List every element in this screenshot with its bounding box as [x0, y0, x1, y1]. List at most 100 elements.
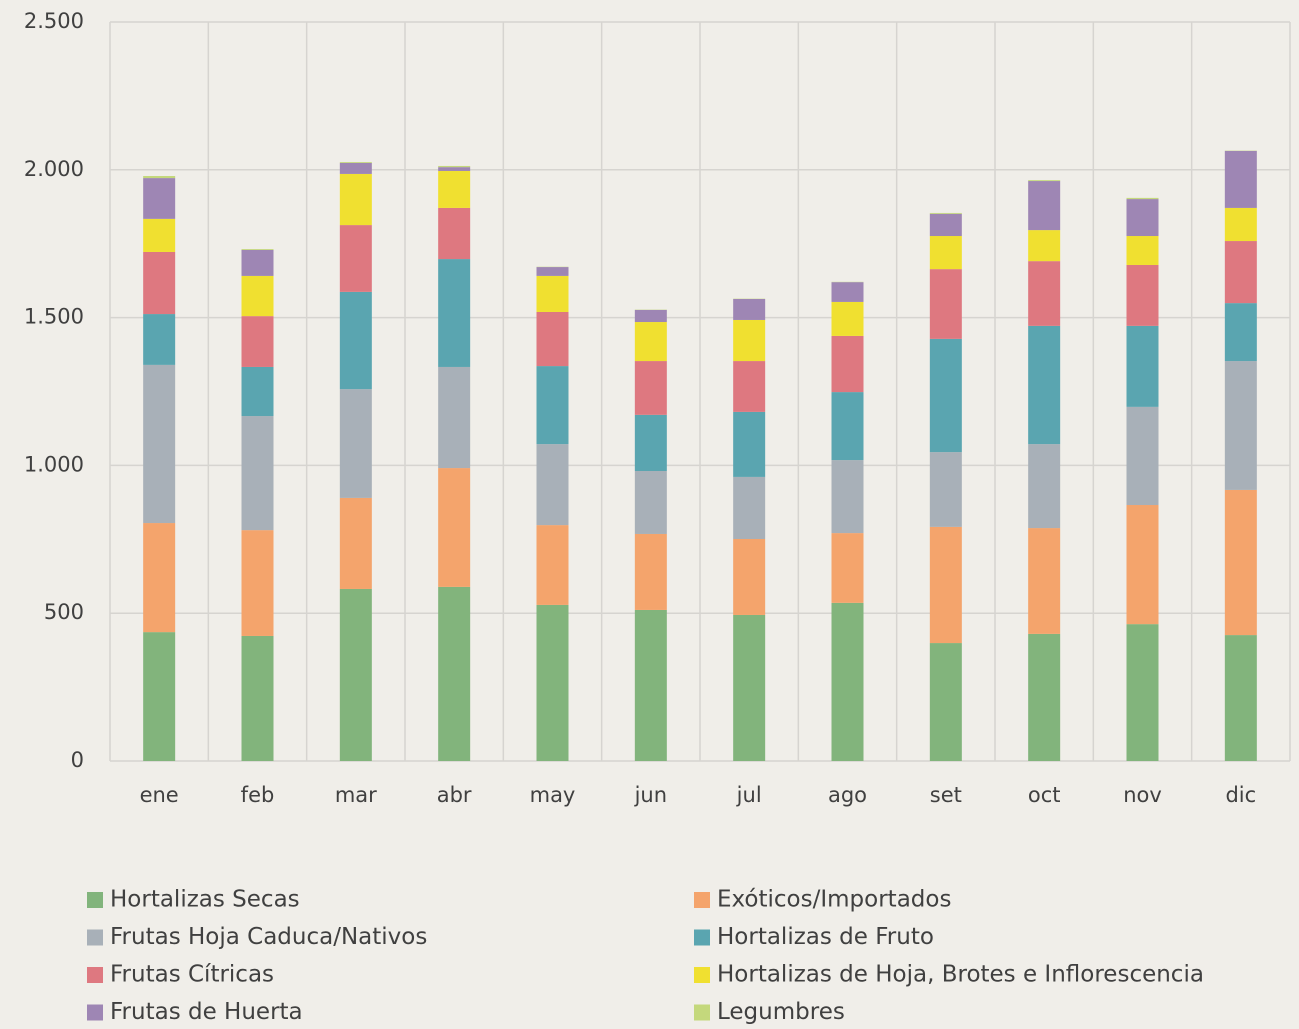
bar-segment	[1224, 303, 1257, 362]
bar-segment	[733, 539, 766, 615]
bar-segment	[1126, 406, 1159, 506]
bar-segment	[438, 366, 471, 469]
bar-segment	[241, 249, 274, 276]
y-tick-label: 1.000	[24, 452, 84, 476]
y-tick-label: 1.500	[24, 305, 84, 329]
bar-segment	[831, 392, 864, 461]
bar-segment	[143, 632, 176, 761]
y-tick-label: 2.000	[24, 157, 84, 181]
bar-segment	[438, 170, 471, 208]
bar-segment	[831, 460, 864, 534]
legend-swatch	[694, 967, 710, 983]
bar-segment	[733, 411, 766, 477]
y-tick-label: 500	[44, 600, 84, 624]
bar-segment	[438, 586, 471, 761]
bar-segment	[143, 314, 176, 365]
bar-segment	[1028, 528, 1061, 634]
bar-segment	[1028, 444, 1061, 529]
bar-segment	[143, 178, 176, 219]
bar-segment	[241, 316, 274, 367]
bar-segment	[733, 298, 766, 320]
bar-segment	[634, 533, 667, 610]
bar-segment	[831, 282, 864, 302]
bar-segment	[634, 414, 667, 472]
bar-segment	[929, 212, 962, 214]
legend-label: Frutas de Huerta	[110, 999, 303, 1025]
bar-segment	[438, 468, 471, 587]
bar-segment	[143, 251, 176, 315]
bar-segment	[733, 476, 766, 540]
x-tick-label: ene	[140, 783, 179, 807]
bar-segment	[634, 609, 667, 761]
bar-segment	[1224, 241, 1257, 304]
x-tick-label: mar	[335, 783, 377, 807]
bar-segment	[733, 614, 766, 761]
bar-segment	[438, 165, 471, 168]
x-tick-label: ago	[828, 783, 867, 807]
x-tick-label: feb	[241, 783, 275, 807]
bar-segment	[241, 530, 274, 636]
bar-segment	[536, 525, 569, 605]
bar-segment	[929, 269, 962, 339]
bar-segment	[1224, 361, 1257, 490]
bar-segment	[929, 213, 962, 237]
bar-segment	[1028, 230, 1061, 262]
legend-swatch	[87, 929, 103, 946]
bar-segment	[1028, 180, 1061, 182]
bar-segment	[241, 275, 274, 317]
bar-segment	[929, 526, 962, 644]
x-tick-label: may	[530, 783, 576, 807]
bar-segment	[1126, 199, 1159, 237]
legend-label: Hortalizas de Hoja, Brotes e Inflorescen…	[717, 962, 1204, 988]
bar-segment	[339, 225, 372, 292]
bar-segment	[1224, 489, 1257, 636]
bar-segment	[339, 163, 372, 174]
legend-label: Frutas Cítricas	[110, 962, 274, 988]
legend-label: Hortalizas Secas	[110, 887, 300, 913]
bar-segment	[1028, 325, 1061, 445]
bar-segment	[1224, 635, 1257, 761]
legend-label: Hortalizas de Fruto	[717, 924, 934, 950]
legend-label: Frutas Hoja Caduca/Nativos	[110, 924, 427, 950]
bar-segment	[339, 389, 372, 498]
x-tick-label: set	[930, 783, 962, 807]
x-tick-label: abr	[437, 783, 472, 807]
bar-segment	[438, 167, 471, 171]
bar-segment	[929, 643, 962, 761]
legend-swatch	[87, 1004, 103, 1021]
bar-segment	[536, 311, 569, 367]
bar-segment	[1224, 207, 1257, 242]
bar-segment	[831, 301, 864, 336]
bar-segment	[1224, 150, 1257, 208]
bar-segment	[536, 267, 569, 276]
bar-segment	[831, 335, 864, 393]
legend-swatch	[694, 1004, 710, 1021]
bar-segment	[634, 471, 667, 534]
x-tick-label: jun	[634, 783, 667, 807]
bar-segment	[143, 523, 176, 633]
bar-segment	[1126, 197, 1159, 200]
bar-segment	[339, 162, 372, 164]
bar-segment	[438, 259, 471, 367]
bar-segment	[339, 588, 372, 761]
legend-swatch	[694, 892, 710, 908]
bar-segment	[143, 176, 176, 179]
legend-swatch	[87, 967, 103, 983]
bar-segment	[1126, 624, 1159, 761]
bar-segment	[339, 173, 372, 226]
bar-segment	[241, 249, 274, 250]
bar-segment	[634, 322, 667, 362]
legend-swatch	[694, 929, 710, 946]
y-tick-label: 2.500	[24, 9, 84, 33]
bar-segment	[733, 319, 766, 362]
bar-segment	[339, 497, 372, 589]
bar-segment	[241, 416, 274, 531]
bar-segment	[1028, 181, 1061, 231]
bar-segment	[1126, 505, 1159, 625]
x-tick-label: nov	[1123, 783, 1162, 807]
legend-swatch	[87, 892, 103, 908]
bar-segment	[536, 604, 569, 761]
bar-segment	[634, 361, 667, 415]
bar-segment	[831, 533, 864, 603]
